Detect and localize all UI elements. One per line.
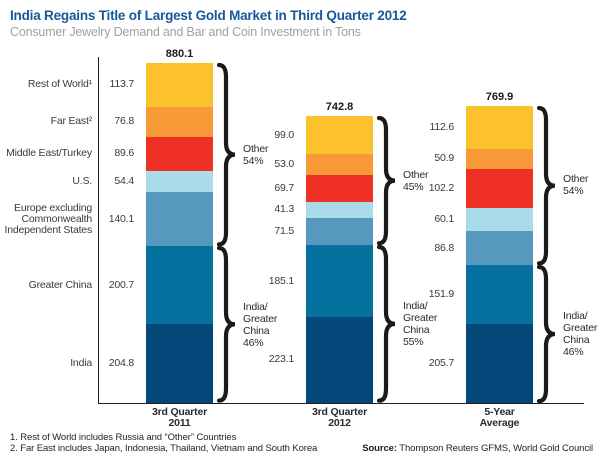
value-label-3rd-quarter-2012-middle-east-turkey: 69.7 xyxy=(274,181,294,194)
value-label-3rd-quarter-2012-greater-china: 185.1 xyxy=(268,274,294,287)
value-label-3rd-quarter-2012-u-s: 41.3 xyxy=(274,203,294,216)
total-label-3rd-quarter-2012: 742.8 xyxy=(325,101,354,114)
value-label-3rd-quarter-2011-greater-china: 200.7 xyxy=(108,278,134,291)
source-line: Source: Thompson Reuters GFMS, World Gol… xyxy=(362,443,593,454)
category-label-europe-excluding-commonwealth-independent-states: Europe excluding Commonwealth Independent … xyxy=(4,201,93,236)
bar-segment-3rd-quarter-2011-europe-excluding-commonwealth-independent-states xyxy=(146,192,213,247)
value-label-3rd-quarter-2011-u-s: 54.4 xyxy=(114,175,134,188)
total-label-5-year-average: 769.9 xyxy=(485,90,514,103)
brace-3rd-quarter-2012-other-45 xyxy=(377,116,396,246)
x-axis-label-3rd-quarter-2011: 3rd Quarter 2011 xyxy=(152,406,207,429)
value-label-3rd-quarter-2012-rest-of-world: 99.0 xyxy=(274,128,294,141)
brace-label-5-year-average-other-54: Other 54% xyxy=(563,173,589,198)
brace-5-year-average-india-greater-china-46 xyxy=(537,264,556,404)
bar-segment-3rd-quarter-2012-india xyxy=(306,316,373,403)
bar-segment-3rd-quarter-2011-middle-east-turkey xyxy=(146,136,213,172)
value-label-3rd-quarter-2011-rest-of-world: 113.7 xyxy=(109,78,135,91)
bar-segment-3rd-quarter-2011-greater-china xyxy=(146,246,213,324)
bar-segment-3rd-quarter-2011-india xyxy=(146,323,213,403)
value-label-5-year-average-india: 205.7 xyxy=(428,356,454,369)
footnote-2: 2. Far East includes Japan, Indonesia, T… xyxy=(10,443,318,454)
bar-segment-3rd-quarter-2011-u-s xyxy=(146,171,213,193)
bar-segment-5-year-average-u-s xyxy=(466,208,533,232)
bar-segment-5-year-average-india xyxy=(466,323,533,404)
value-label-3rd-quarter-2011-europe-excluding-commonwealth-independent-states: 140.1 xyxy=(108,212,134,225)
bar-segment-3rd-quarter-2012-rest-of-world xyxy=(306,116,373,155)
value-label-5-year-average-greater-china: 151.9 xyxy=(428,287,454,300)
bar-segment-5-year-average-far-east xyxy=(466,149,533,169)
bar-segment-3rd-quarter-2011-rest-of-world xyxy=(146,63,213,107)
value-label-3rd-quarter-2011-middle-east-turkey: 89.6 xyxy=(114,147,134,160)
value-label-5-year-average-europe-excluding-commonwealth-independent-states: 86.8 xyxy=(434,241,454,254)
value-label-3rd-quarter-2011-india: 204.8 xyxy=(108,356,134,369)
bar-segment-5-year-average-greater-china xyxy=(466,264,533,324)
value-label-3rd-quarter-2012-far-east: 53.0 xyxy=(274,158,294,171)
chart-subtitle: Consumer Jewelry Demand and Bar and Coin… xyxy=(10,25,361,39)
bar-segment-3rd-quarter-2012-middle-east-turkey xyxy=(306,174,373,202)
bar-segment-5-year-average-middle-east-turkey xyxy=(466,168,533,209)
brace-5-year-average-other-54 xyxy=(537,105,556,265)
chart-title: India Regains Title of Largest Gold Mark… xyxy=(10,8,407,23)
category-label-far-east: Far East² xyxy=(50,115,93,128)
brace-label-5-year-average-india-greater-china-46: India/Greater China 46% xyxy=(563,310,598,359)
brace-3rd-quarter-2011-india-greater-china-46 xyxy=(217,246,236,403)
category-label-u-s: U.S. xyxy=(72,175,92,188)
category-label-rest-of-world: Rest of World¹ xyxy=(27,78,92,91)
source-text: Thompson Reuters GFMS, World Gold Counci… xyxy=(396,443,593,454)
brace-3rd-quarter-2012-india-greater-china-55 xyxy=(377,245,396,403)
value-label-3rd-quarter-2012-india: 223.1 xyxy=(268,353,294,366)
total-label-3rd-quarter-2011: 880.1 xyxy=(165,48,194,60)
category-label-middle-east-turkey: Middle East/Turkey xyxy=(6,147,92,160)
bar-segment-5-year-average-rest-of-world xyxy=(466,105,533,150)
brace-label-3rd-quarter-2011-india-greater-china-46: India/Greater China 46% xyxy=(243,300,278,349)
bar-segment-3rd-quarter-2012-far-east xyxy=(306,154,373,175)
value-label-5-year-average-rest-of-world: 112.6 xyxy=(429,120,455,133)
category-label-india: India xyxy=(70,356,92,369)
brace-label-3rd-quarter-2012-india-greater-china-55: India/Greater China 55% xyxy=(403,300,438,349)
value-label-5-year-average-middle-east-turkey: 102.2 xyxy=(428,181,454,194)
bar-segment-3rd-quarter-2012-greater-china xyxy=(306,245,373,317)
value-label-3rd-quarter-2012-europe-excluding-commonwealth-independent-states: 71.5 xyxy=(274,224,294,237)
footnote-1: 1. Rest of World includes Russia and “Ot… xyxy=(10,432,237,443)
source-label: Source: xyxy=(362,443,397,454)
brace-label-3rd-quarter-2011-other-54: Other 54% xyxy=(243,142,269,167)
value-label-5-year-average-u-s: 60.1 xyxy=(434,213,454,226)
x-axis-label-5-year-average: 5-Year Average xyxy=(479,406,520,429)
y-axis-line xyxy=(98,57,99,403)
x-axis-label-3rd-quarter-2012: 3rd Quarter 2012 xyxy=(312,406,367,429)
bar-segment-3rd-quarter-2012-europe-excluding-commonwealth-independent-states xyxy=(306,217,373,246)
bar-segment-3rd-quarter-2011-far-east xyxy=(146,106,213,137)
value-label-5-year-average-far-east: 50.9 xyxy=(434,152,454,165)
brace-3rd-quarter-2011-other-54 xyxy=(217,63,236,247)
bar-segment-3rd-quarter-2012-u-s xyxy=(306,201,373,218)
brace-label-3rd-quarter-2012-other-45: Other 45% xyxy=(403,168,429,193)
bar-segment-5-year-average-europe-excluding-commonwealth-independent-states xyxy=(466,231,533,265)
category-label-greater-china: Greater China xyxy=(28,278,93,291)
x-axis-line xyxy=(98,403,584,404)
value-label-3rd-quarter-2011-far-east: 76.8 xyxy=(114,115,134,128)
